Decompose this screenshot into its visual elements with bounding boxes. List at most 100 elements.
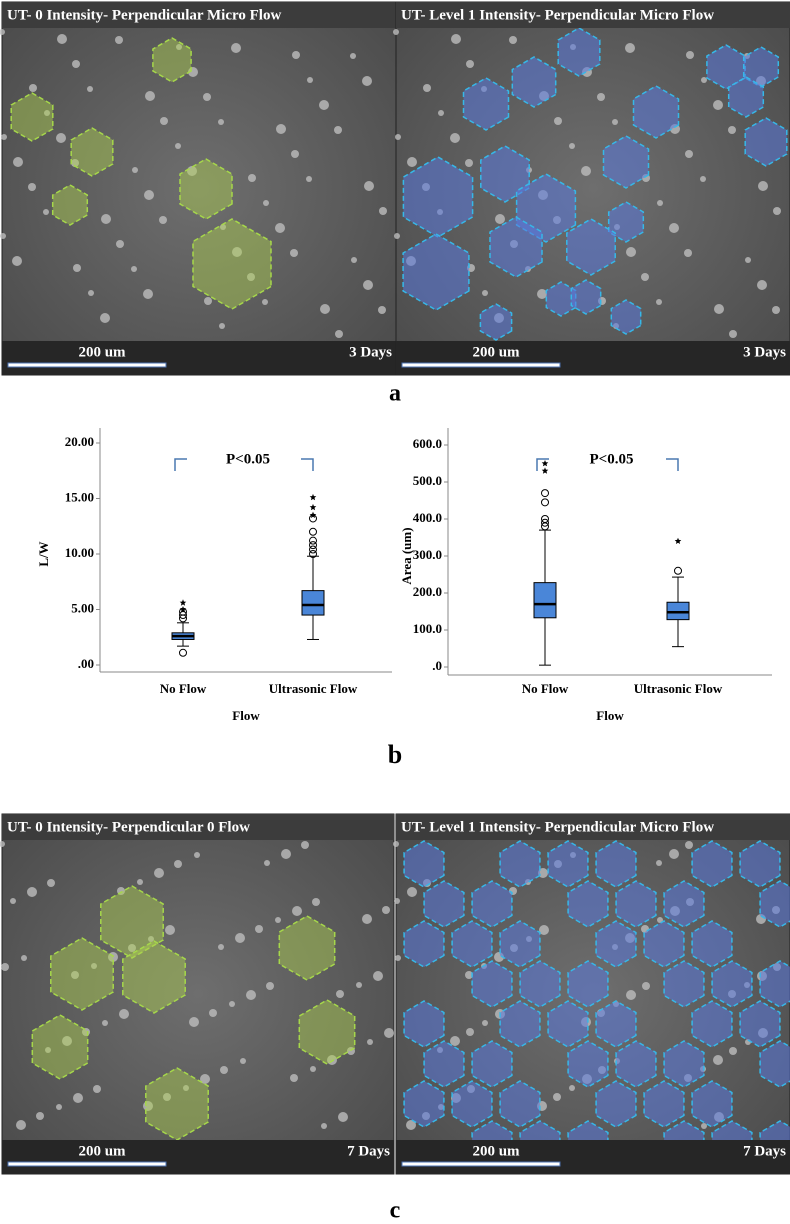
x-tick-label: Ultrasonic Flow <box>634 681 723 696</box>
y-tick-label: 500.0 <box>413 473 442 488</box>
x-axis-label: Flow <box>596 708 624 723</box>
cell <box>275 223 285 233</box>
cell-outline <box>471 880 513 928</box>
cell-outline <box>759 880 790 928</box>
cell <box>102 1020 108 1026</box>
cell <box>247 273 255 281</box>
cell <box>482 290 488 296</box>
cell <box>101 214 111 224</box>
cell <box>466 60 474 68</box>
cell <box>116 240 124 248</box>
bracket <box>174 458 187 471</box>
cell <box>363 280 373 290</box>
outlier <box>179 611 187 620</box>
cell-outline <box>739 1000 781 1048</box>
cell <box>100 313 110 323</box>
info-bar <box>396 341 790 375</box>
cell-outline <box>451 1080 493 1128</box>
cell-outline <box>480 145 530 203</box>
cell-outline <box>51 184 89 226</box>
cell <box>450 133 460 143</box>
cell <box>685 150 693 158</box>
cell <box>72 60 80 68</box>
cell <box>713 1055 723 1065</box>
extreme <box>179 599 187 606</box>
cell <box>73 1093 83 1103</box>
cell-outline <box>423 1040 465 1088</box>
title-bar <box>396 2 790 28</box>
cell <box>291 150 299 158</box>
cell <box>728 126 736 134</box>
cell-outline <box>744 117 788 167</box>
outlier <box>309 527 317 536</box>
cell <box>701 1123 707 1129</box>
cell-outline <box>192 218 272 310</box>
panel-label: a <box>389 381 401 407</box>
outlier <box>541 498 549 507</box>
cell <box>465 159 473 167</box>
cell-outline <box>70 127 114 177</box>
cell <box>131 266 137 272</box>
cell <box>362 76 372 86</box>
cell-outline <box>607 201 645 243</box>
cell-outline <box>570 279 602 315</box>
cell-outline <box>691 1080 733 1128</box>
box <box>666 601 690 621</box>
extreme <box>309 493 317 501</box>
cell <box>393 29 399 35</box>
cell-outline <box>567 880 609 928</box>
cell-outline <box>643 920 685 968</box>
cell <box>10 898 16 904</box>
outlier <box>309 550 317 558</box>
cell <box>745 257 751 263</box>
cell <box>569 143 575 149</box>
cell <box>338 1112 348 1122</box>
cell <box>394 898 400 904</box>
cell <box>235 933 245 943</box>
cell <box>310 1066 316 1072</box>
cell-outline <box>691 1000 733 1048</box>
cell <box>362 914 372 924</box>
cell <box>62 1036 72 1046</box>
box <box>533 582 557 619</box>
title-bar <box>2 814 394 840</box>
cell <box>132 167 138 173</box>
y-axis-label: L/W <box>36 541 51 566</box>
outlier <box>309 536 317 545</box>
cell <box>625 43 635 53</box>
cell <box>159 216 167 224</box>
cell <box>220 224 226 230</box>
cell <box>176 44 182 50</box>
y-tick-label: .00 <box>78 656 94 671</box>
cell <box>13 157 23 167</box>
cell <box>47 879 55 887</box>
outlier <box>541 518 549 527</box>
cell <box>407 157 417 167</box>
cell <box>378 306 386 314</box>
bracket <box>301 458 314 471</box>
cell-outline <box>706 44 746 90</box>
cell <box>264 860 270 866</box>
cell-outline <box>50 937 114 1011</box>
y-tick-label: 5.00 <box>71 600 94 615</box>
cell <box>384 1028 394 1038</box>
cell <box>137 879 143 885</box>
cell <box>450 1036 460 1046</box>
cell <box>0 841 5 847</box>
y-tick-label: 15.00 <box>65 489 94 504</box>
x-tick-label: No Flow <box>522 681 569 696</box>
cell <box>669 223 679 233</box>
cell <box>537 289 547 299</box>
cell <box>145 91 155 101</box>
cell-outline <box>479 303 513 341</box>
cell <box>183 1085 189 1091</box>
outlier <box>309 541 317 550</box>
cell-outline <box>152 37 192 83</box>
cell <box>21 955 27 961</box>
cell <box>757 280 767 290</box>
cell <box>204 297 212 305</box>
cell <box>16 1120 26 1130</box>
y-tick-label: 400.0 <box>413 510 442 525</box>
cell-outline <box>663 880 705 928</box>
cell-outline <box>403 840 445 888</box>
